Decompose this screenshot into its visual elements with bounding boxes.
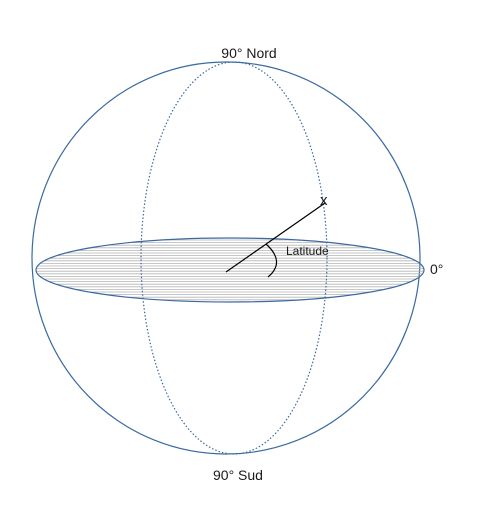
equator-label: 0°	[430, 261, 443, 277]
south-pole-label: 90° Sud	[213, 467, 263, 483]
equatorial-plane	[35, 237, 425, 303]
sphere-outline	[31, 61, 421, 455]
latitude-angle-arc	[265, 243, 278, 278]
point-x-label: x	[320, 192, 328, 209]
latitude-label: Latitude	[286, 244, 329, 258]
radius-line	[225, 202, 326, 273]
north-pole-label: 90° Nord	[221, 45, 276, 61]
meridian-dotted	[140, 61, 328, 455]
